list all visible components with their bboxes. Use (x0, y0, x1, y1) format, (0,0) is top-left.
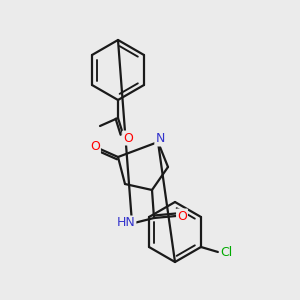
Text: O: O (177, 209, 187, 223)
Text: Cl: Cl (220, 245, 232, 259)
Text: O: O (90, 140, 100, 154)
Text: N: N (155, 133, 165, 146)
Text: O: O (123, 131, 133, 145)
Text: HN: HN (117, 217, 135, 230)
